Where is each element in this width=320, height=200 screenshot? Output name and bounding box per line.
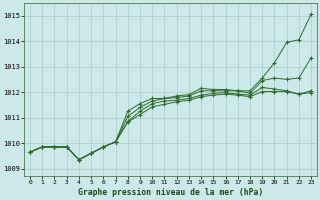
X-axis label: Graphe pression niveau de la mer (hPa): Graphe pression niveau de la mer (hPa) [78,188,263,197]
